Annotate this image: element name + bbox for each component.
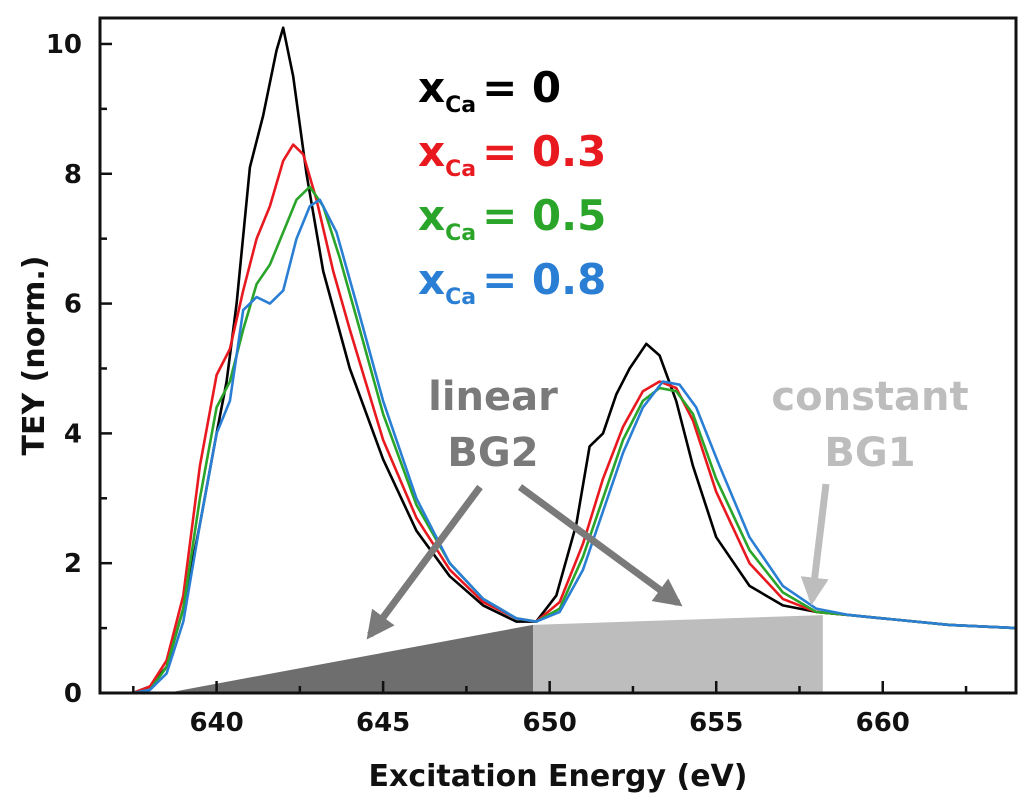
annotation-linear-bg2-line-1: BG2 [447,430,538,476]
legend-entry-2: xCa = 0.5 [418,191,606,246]
series-line-3 [98,198,1018,695]
x-tick-label: 640 [189,708,243,738]
annotation-constant-bg1-line-1: BG1 [824,430,915,476]
axis-ticks: 640 645 650 655 660 0 2 4 6 8 10 [46,30,968,738]
x-tick-label: 660 [856,708,910,738]
y-tick-label: 4 [64,419,82,449]
legend: xCa = 0 xCa = 0.3 xCa = 0.5 xCa = 0.8 [418,63,606,310]
y-tick-label: 0 [64,679,82,709]
legend-entry-0: xCa = 0 [418,63,561,118]
x-tick-label: 650 [523,708,577,738]
annotation-constant-bg1-line-0: constant [771,374,968,420]
arrow-linear-to-block [517,484,683,607]
legend-entry-3: xCa = 0.8 [418,255,606,310]
plot-frame [98,16,1018,695]
series-line-1 [98,143,1018,695]
annotation-linear-bg2-line-0: linear [428,374,558,420]
background-region-linear [166,624,534,693]
y-axis-label: TEY (norm.) [17,256,52,456]
x-tick-label: 655 [689,708,743,738]
x-axis-label: Excitation Energy (eV) [369,759,748,794]
y-tick-label: 6 [64,290,82,320]
y-tick-label: 2 [64,549,82,579]
background-region-constant [533,615,823,693]
x-tick-label: 645 [356,708,410,738]
y-tick-label: 8 [64,160,82,190]
series-line-0 [98,26,1018,695]
arrow-constant [800,483,830,606]
y-tick-label: 10 [46,30,82,60]
annotations: linear BG2 constant BG1 [366,374,969,640]
series-lines [98,26,1018,695]
arrow-linear-to-ramp [366,484,483,640]
background-regions [166,615,823,693]
legend-entry-1: xCa = 0.3 [418,127,606,182]
